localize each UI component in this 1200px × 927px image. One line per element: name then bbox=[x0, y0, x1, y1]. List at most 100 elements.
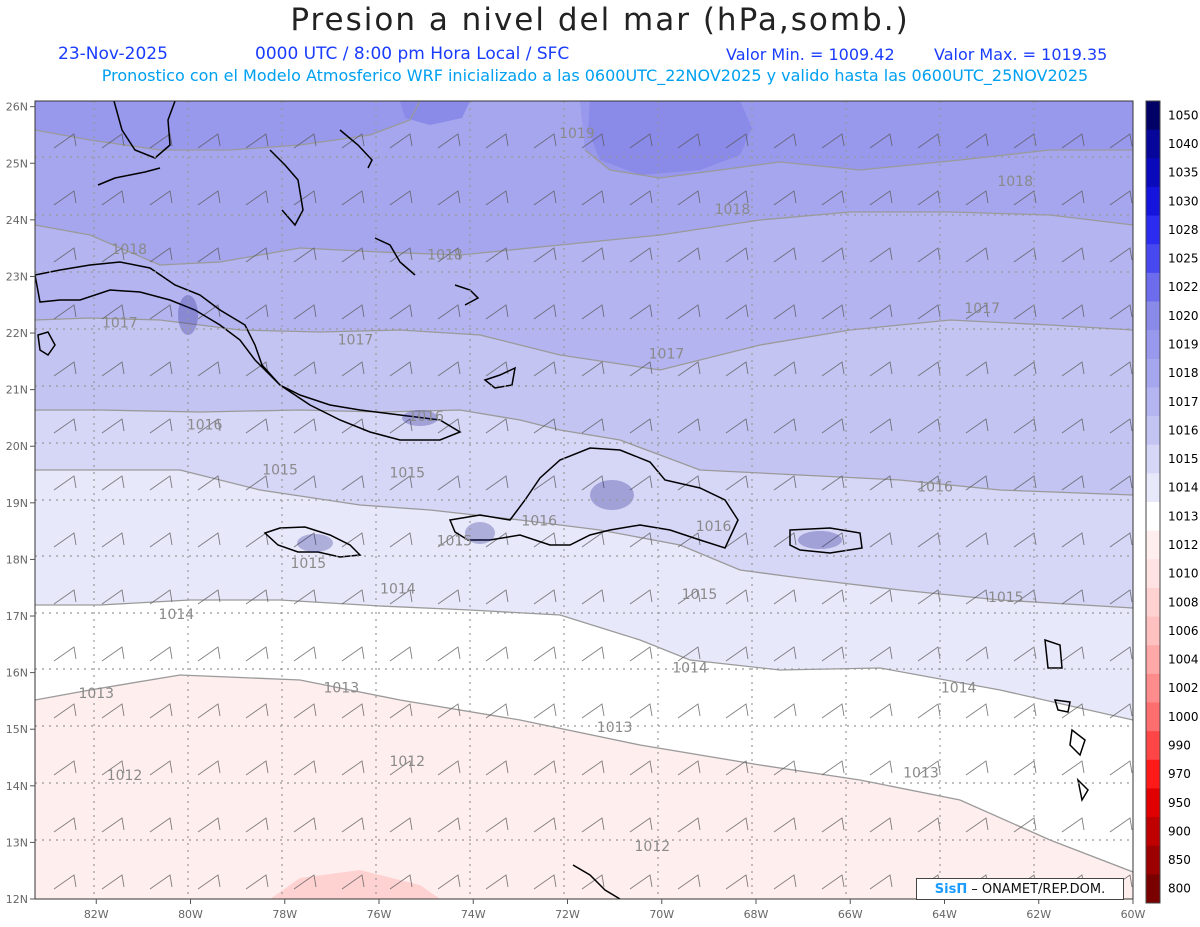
colorbar-label: 800 bbox=[1168, 882, 1191, 896]
map-frame bbox=[34, 100, 1134, 900]
colorbar-label: 1013 bbox=[1168, 509, 1199, 523]
contour-label: 1014 bbox=[380, 581, 416, 597]
contour-label: 1018 bbox=[111, 242, 147, 258]
colorbar-label: 1002 bbox=[1168, 681, 1199, 695]
lat-label: 18N bbox=[6, 553, 28, 566]
lat-label: 17N bbox=[6, 610, 28, 623]
colorbar-swatch bbox=[1146, 759, 1160, 789]
florida-coast bbox=[113, 101, 176, 159]
colorbar-swatch bbox=[1146, 473, 1160, 503]
colorbar-label: 1016 bbox=[1168, 423, 1199, 437]
contour-label: 1014 bbox=[672, 661, 708, 677]
colorbar-label: 1000 bbox=[1168, 710, 1199, 724]
colorbar-swatch bbox=[1146, 186, 1160, 217]
lat-label: 21N bbox=[6, 384, 28, 397]
colorbar-label: 900 bbox=[1168, 824, 1191, 838]
colorbar-swatch bbox=[1146, 731, 1160, 761]
lat-label: 13N bbox=[6, 836, 28, 849]
lon-label: 64W bbox=[932, 908, 957, 921]
colorbar-label: 990 bbox=[1168, 738, 1191, 752]
colorbar-swatch bbox=[1146, 444, 1160, 474]
colorbar-label: 1028 bbox=[1168, 223, 1199, 237]
lon-label: 74W bbox=[461, 908, 486, 921]
lon-label: 68W bbox=[744, 908, 769, 921]
bahamas-eleuthera bbox=[339, 129, 373, 169]
contour-label: 1018 bbox=[427, 247, 463, 263]
colorbar-label: 1012 bbox=[1168, 538, 1199, 552]
colorbar-label: 850 bbox=[1168, 853, 1191, 867]
wind-barbs bbox=[35, 101, 1133, 899]
colorbar-swatch bbox=[1146, 387, 1160, 417]
hispaniola-coast bbox=[448, 447, 739, 549]
contour-label: 1015 bbox=[389, 465, 425, 481]
contour-label: 1017 bbox=[338, 332, 374, 348]
colorbar-label: 950 bbox=[1168, 796, 1191, 810]
colorbar-label: 1010 bbox=[1168, 567, 1199, 581]
colorbar-label: 1017 bbox=[1168, 395, 1199, 409]
colorbar-label: 1015 bbox=[1168, 452, 1199, 466]
colorbar-label: 1040 bbox=[1168, 137, 1199, 151]
forecast-time: 0000 UTC / 8:00 pm Hora Local / SFC bbox=[255, 44, 570, 64]
contour-label: 1013 bbox=[323, 680, 359, 696]
colorbar-label: 1004 bbox=[1168, 653, 1199, 667]
pressure-field: 1019 1018 1018 1018 1018 1017 1017 1017 1017 1016… bbox=[35, 101, 1133, 899]
bahamas-andros bbox=[269, 149, 304, 227]
isla-juventud bbox=[37, 331, 56, 357]
contour-label: 1018 bbox=[715, 202, 751, 218]
colorbar-swatch bbox=[1146, 645, 1160, 675]
colorbar-swatch bbox=[1146, 244, 1160, 274]
forecast-description: Pronostico con el Modelo Atmosferico WRF… bbox=[101, 66, 1089, 85]
lat-label: 23N bbox=[6, 270, 28, 283]
colorbar-swatch bbox=[1146, 502, 1160, 532]
colorbar-label: 1022 bbox=[1168, 280, 1199, 294]
latitude-axis: 26N 25N 24N 23N 22N 21N 20N 19N 18N 17N 16N 15N 14N 1… bbox=[6, 101, 35, 906]
colorbar-swatch bbox=[1146, 817, 1160, 847]
lon-label: 72W bbox=[555, 908, 580, 921]
colorbar-swatch bbox=[1146, 301, 1160, 331]
cuba-coast bbox=[35, 261, 462, 441]
colorbar-swatch bbox=[1146, 673, 1160, 703]
jamaica-coast bbox=[263, 526, 362, 558]
colorbar-label: 1050 bbox=[1168, 108, 1199, 122]
lon-label: 62W bbox=[1026, 908, 1051, 921]
contour-label: 1016 bbox=[187, 417, 223, 433]
colorbar-label: 970 bbox=[1168, 767, 1191, 781]
contour-label: 1017 bbox=[102, 315, 138, 331]
map-title: Presion a nivel del mar (hPa,somb.) bbox=[290, 2, 910, 38]
lon-label: 70W bbox=[649, 908, 674, 921]
contour-label: 1013 bbox=[903, 765, 939, 781]
colorbar-label: 1008 bbox=[1168, 595, 1199, 609]
colorbar: 800 850 900 950 970 990 1000 1002 1004 1006 1008 10… bbox=[1145, 100, 1199, 904]
lat-label: 12N bbox=[6, 893, 28, 906]
forecast-date: 23-Nov-2025 bbox=[58, 44, 168, 64]
colorbar-label: 1025 bbox=[1168, 252, 1199, 266]
contour-label: 1013 bbox=[78, 686, 114, 702]
contour-label: 1015 bbox=[291, 556, 327, 572]
contour-label: 1017 bbox=[964, 301, 1000, 317]
colorbar-swatch bbox=[1146, 330, 1160, 360]
lat-label: 24N bbox=[6, 214, 28, 227]
contour-label: 1019 bbox=[559, 126, 595, 142]
colorbar-label: 1018 bbox=[1168, 366, 1199, 380]
colorbar-swatch bbox=[1146, 587, 1160, 618]
colorbar-swatch bbox=[1146, 416, 1160, 446]
contour-label: 1013 bbox=[597, 720, 633, 736]
colorbar-swatch bbox=[1146, 158, 1160, 188]
value-max: Valor Max. = 1019.35 bbox=[934, 45, 1108, 64]
contour-label: 1012 bbox=[389, 754, 425, 770]
guadeloupe bbox=[1044, 638, 1063, 669]
gridlines bbox=[35, 101, 1133, 899]
colorbar-swatch bbox=[1146, 559, 1160, 589]
contour-label: 1015 bbox=[437, 533, 473, 549]
colorbar-swatch bbox=[1146, 845, 1160, 875]
contour-label: 1016 bbox=[917, 480, 953, 496]
colorbar-swatch bbox=[1146, 702, 1160, 732]
lat-label: 20N bbox=[6, 440, 28, 453]
colorbar-swatch bbox=[1146, 874, 1160, 904]
sispi-logo: SisΠ bbox=[934, 881, 968, 897]
lat-label: 26N bbox=[6, 101, 28, 114]
contour-label: 1012 bbox=[107, 768, 143, 784]
lat-label: 14N bbox=[6, 780, 28, 793]
colorbar-swatch bbox=[1146, 101, 1160, 131]
